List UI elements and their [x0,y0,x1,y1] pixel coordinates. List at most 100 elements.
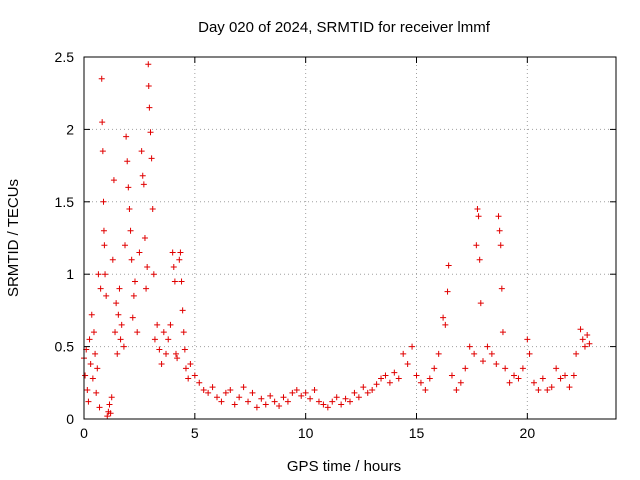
data-point [120,343,127,350]
data-point [214,394,220,401]
data-point [141,235,148,241]
data-point [124,158,131,165]
axes [83,56,617,420]
data-point [526,350,533,357]
data-points [81,61,593,420]
data-point [113,300,120,307]
data-point [138,148,145,155]
data-point [165,336,172,343]
y-tick-label: 1.5 [55,194,75,210]
plot-frame [83,56,617,420]
data-point [146,104,153,111]
data-point [227,387,234,394]
data-point [149,206,156,213]
data-point [302,389,309,396]
data-point [90,329,97,336]
data-point [413,372,420,379]
y-tick-label: 0.5 [55,339,75,355]
data-point [101,242,108,249]
data-point [577,326,584,333]
data-point [102,271,109,278]
data-point [139,172,146,179]
data-point [466,343,473,350]
data-point [87,360,94,367]
data-point [262,401,269,408]
data-point [488,350,495,357]
data-point [109,256,116,263]
data-point [471,350,478,357]
data-point [156,346,163,353]
data-point [499,329,506,336]
tick-labels: 0 5 10 15 20 0 0.5 1 1.5 2 2.5 [55,49,536,441]
x-tick-label: 20 [520,425,536,441]
data-point [338,401,345,408]
data-point [477,300,484,307]
data-point [154,321,161,328]
x-tick-label: 0 [80,425,88,441]
data-point [245,398,252,405]
data-point [236,394,243,401]
data-point [97,285,104,292]
data-point [474,206,481,213]
data-point [123,133,130,140]
data-point [147,129,154,136]
data-point [445,262,452,269]
data-point [170,263,177,270]
data-point [493,360,500,367]
data-point [409,343,416,350]
data-point [117,336,124,343]
data-point [293,387,300,394]
data-point [174,355,181,362]
data-point [284,398,291,405]
data-point [498,285,505,292]
data-point [395,375,402,382]
data-point [98,75,105,82]
data-point [145,82,152,89]
data-point [177,249,184,256]
data-point [116,285,123,292]
data-point [181,346,188,353]
data-point [373,381,380,388]
chart-title: Day 020 of 2024, SRMTID for receiver lmm… [198,19,491,36]
data-point [107,410,114,417]
data-point [342,395,349,402]
data-point [84,387,91,394]
data-point [99,148,106,155]
data-point [502,365,509,372]
data-point [96,404,103,411]
data-point [118,321,125,328]
data-point [382,372,389,379]
data-point [253,404,260,411]
data-point [205,389,212,396]
data-point [106,401,113,408]
data-point [581,343,588,350]
data-point [176,256,183,263]
data-point [400,350,407,357]
data-point [404,360,411,367]
data-point [496,227,503,234]
data-point [151,336,158,343]
y-tick-label: 2 [66,121,74,137]
data-point [364,389,371,396]
data-point [271,398,278,405]
data-point [108,394,115,401]
data-point [298,392,305,399]
data-point [553,365,560,372]
data-point [143,285,150,292]
data-point [386,379,393,386]
data-point [391,369,398,376]
data-point [539,375,546,382]
data-point [329,398,336,405]
data-point [172,350,179,357]
data-point [444,288,451,295]
data-point [535,387,542,394]
data-point [457,379,464,386]
y-tick-label: 0 [66,411,74,427]
data-point [584,332,591,339]
data-point [311,387,318,394]
data-point [100,227,107,234]
data-point [307,395,314,402]
data-point [442,321,449,328]
data-point [140,181,147,188]
data-point [99,119,106,126]
